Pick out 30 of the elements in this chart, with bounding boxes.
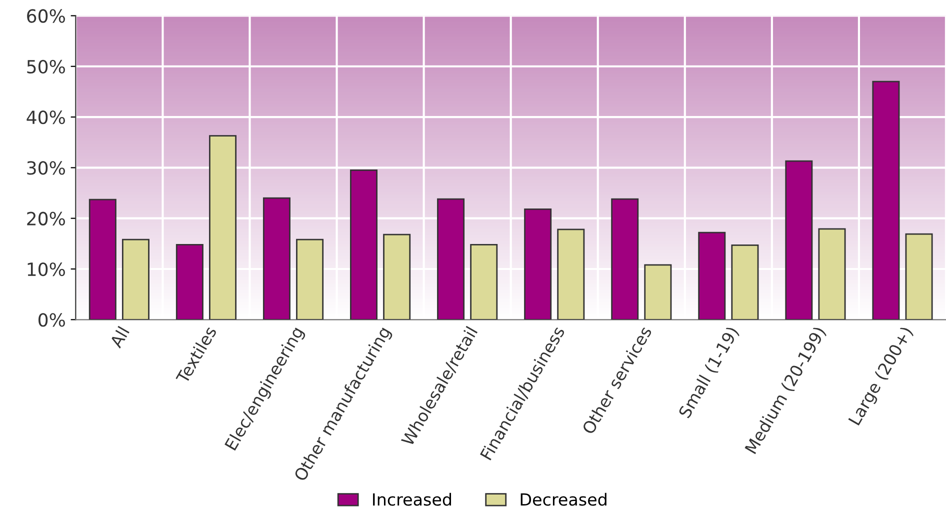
bar (611, 198, 639, 320)
bar (557, 228, 585, 320)
bar (698, 232, 726, 320)
bar (350, 170, 378, 320)
legend-label: Increased (373, 492, 452, 506)
y-tick-label: 60% (27, 9, 65, 23)
bar (872, 80, 900, 320)
bar (383, 234, 411, 320)
bar (731, 244, 759, 320)
y-tick-label: 40% (26, 110, 65, 124)
bar (470, 244, 498, 320)
x-tick-label: All (108, 326, 130, 349)
y-tick-label: 30% (27, 161, 65, 175)
y-tick-label: 10% (28, 262, 65, 276)
bar (644, 264, 672, 320)
bar (437, 198, 465, 320)
bar (209, 135, 237, 320)
bar (296, 238, 324, 320)
bar (905, 233, 933, 320)
legend-label: Decreased (520, 492, 606, 506)
bar (818, 228, 846, 320)
bar (785, 160, 813, 320)
bar (176, 244, 204, 320)
bar (262, 197, 290, 320)
y-tick-label: 0% (38, 313, 65, 327)
bar (88, 198, 116, 320)
y-tick-label: 20% (27, 212, 65, 226)
bar (524, 208, 552, 320)
y-tick-label: 50% (27, 60, 65, 74)
bar (122, 238, 150, 320)
